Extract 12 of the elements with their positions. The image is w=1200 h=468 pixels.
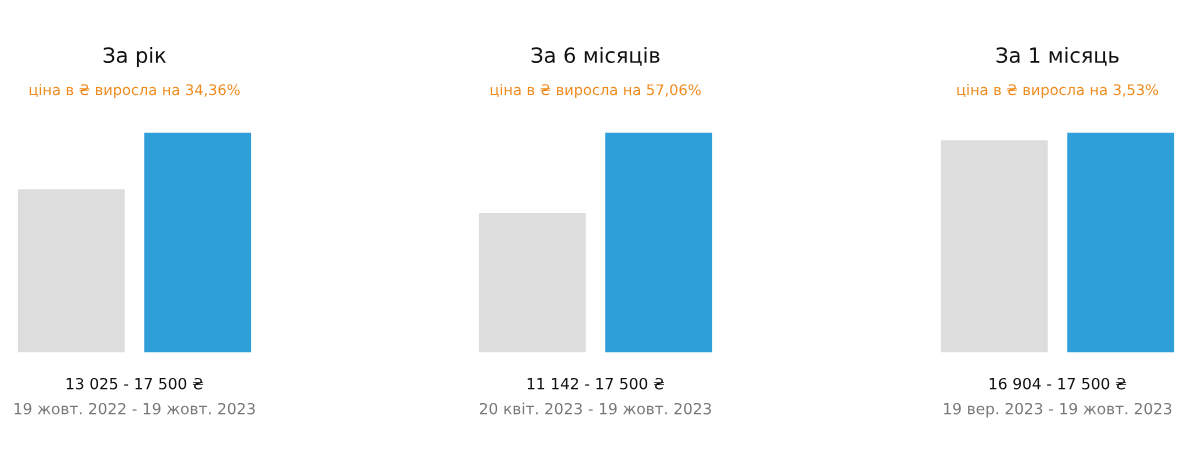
x-axis-title: 11 142 - 17 500 ₴: [527, 377, 665, 390]
x-axis-title: 16 904 - 17 500 ₴: [989, 377, 1127, 390]
chart-subtitle: ціна в ₴ виросла на 57,06%: [490, 83, 701, 99]
text: 19 жовт. 2022 - 19 жовт. 2023: [14, 402, 255, 415]
text: 19 вер. 2023 - 19 жовт. 2023: [944, 402, 1172, 418]
chart-subtitle: ціна в ₴ виросла на 3,53%: [957, 83, 1159, 99]
chart-title: За 1 місяць: [996, 46, 1119, 66]
chart-title: За 6 місяців: [531, 46, 660, 66]
chart-subtitle: ціна в ₴ виросла на 34,36%: [29, 83, 240, 99]
x-axis-title: 13 025 - 17 500 ₴: [66, 377, 204, 390]
chart-title: За рік: [103, 46, 166, 68]
text: 20 квіт. 2023 - 19 жовт. 2023: [479, 402, 711, 415]
